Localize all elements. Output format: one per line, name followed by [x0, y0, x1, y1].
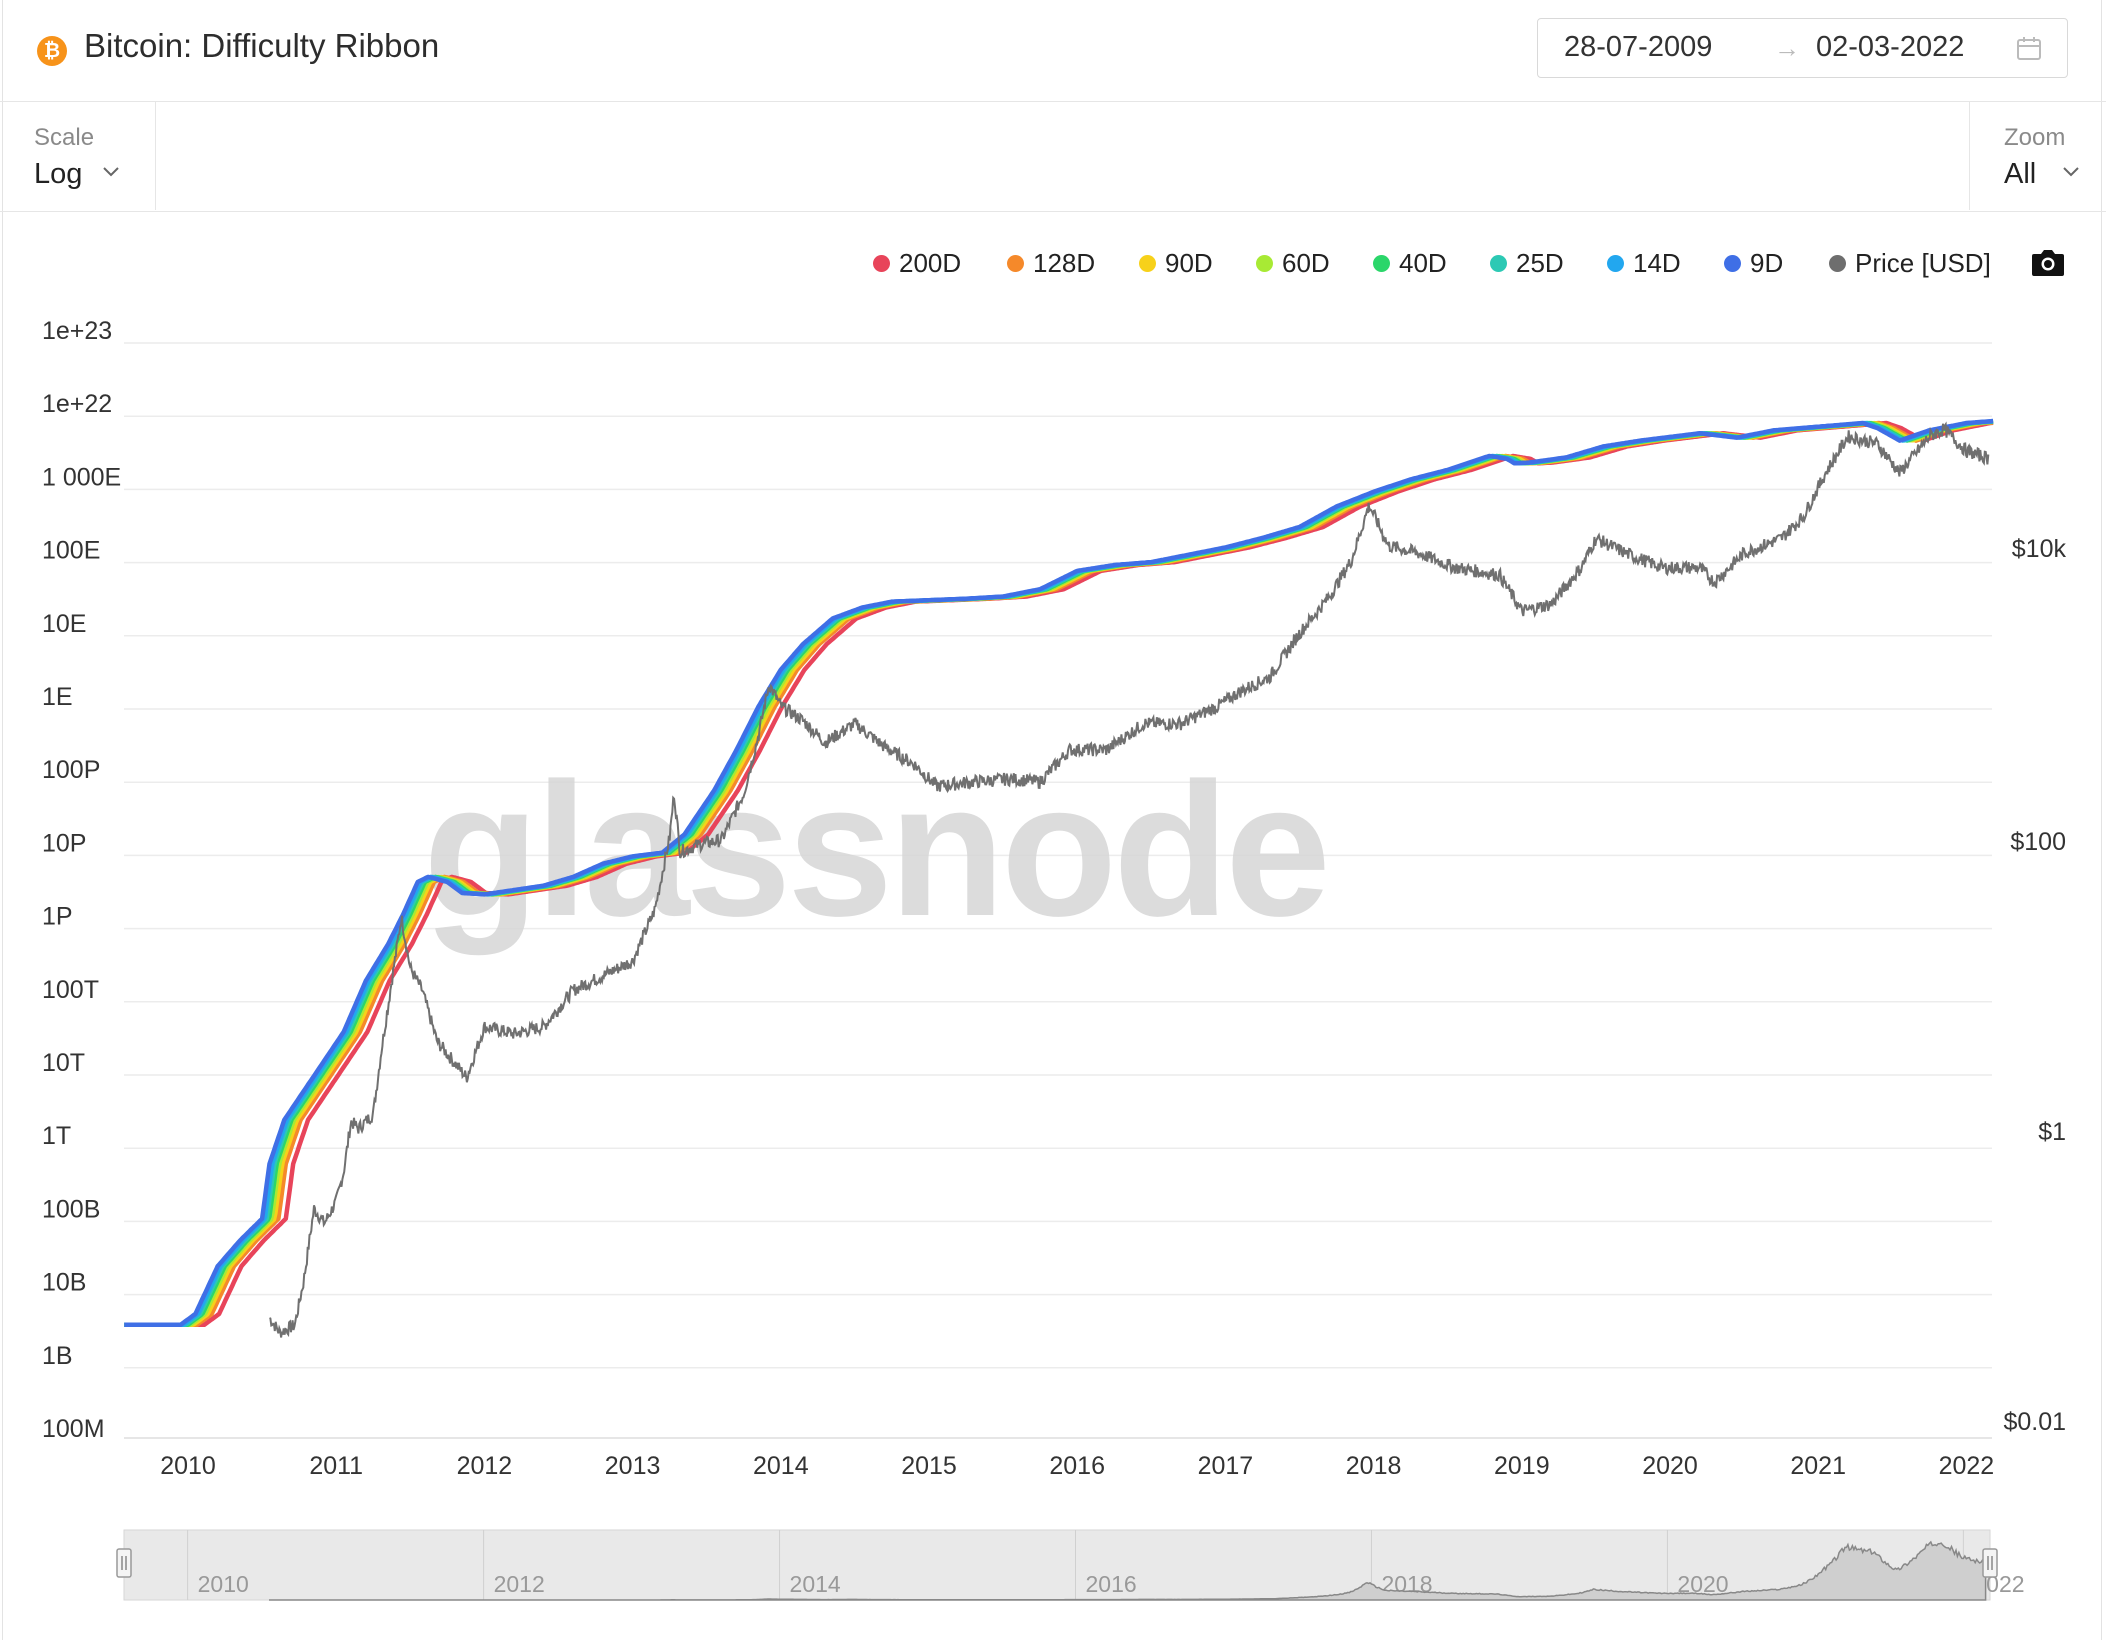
scale-value[interactable]: Log: [34, 158, 83, 190]
x-tick-label: 2013: [605, 1452, 661, 1480]
range-handle-icon[interactable]: [1982, 1548, 1998, 1578]
navigator-tick-label: 2016: [1085, 1571, 1136, 1597]
scale-label: Scale: [34, 124, 95, 151]
left-tick-label: 100E: [42, 537, 100, 565]
legend-item[interactable]: 9D: [1724, 248, 1783, 279]
navigator-tick-label: 2012: [494, 1571, 545, 1597]
x-tick-label: 2022: [1939, 1452, 1995, 1480]
left-tick-label: 1e+23: [42, 317, 112, 345]
chart-header: ₿ Bitcoin: Difficulty Ribbon 28-07-2009 …: [0, 0, 2106, 102]
x-tick-label: 2016: [1049, 1452, 1105, 1480]
legend-label: 200D: [899, 248, 962, 278]
x-tick-label: 2017: [1198, 1452, 1254, 1480]
right-tick-label: $0.01: [2003, 1408, 2066, 1436]
x-axis: 2010 2011 2012 2013 2014 2015 2016 2017 2018 2019…: [124, 1437, 1995, 1480]
chart-controls: Scale Log Zoom All: [0, 102, 2106, 212]
legend-dot-icon: [1256, 255, 1273, 272]
navigator-tick-label: 2020: [1677, 1571, 1728, 1597]
price-series: [269, 421, 1990, 1338]
legend-item[interactable]: 14D: [1607, 248, 1681, 279]
arrow-right-icon: →: [1774, 33, 1800, 63]
legend-dot-icon: [1607, 255, 1624, 272]
right-tick-label: $100: [2010, 828, 2066, 856]
legend-item[interactable]: 25D: [1490, 248, 1564, 279]
legend-label: 90D: [1165, 248, 1213, 278]
legend-dot-icon: [1139, 255, 1156, 272]
left-tick-label: 100M: [42, 1415, 105, 1443]
zoom-value[interactable]: All: [2004, 158, 2037, 190]
date-range-picker[interactable]: 28-07-2009 → 02-03-2022: [1537, 18, 2068, 78]
x-tick-label: 2018: [1346, 1452, 1402, 1480]
zoom-select[interactable]: Zoom All: [1969, 102, 2106, 210]
legend-item[interactable]: 60D: [1256, 248, 1330, 279]
range-handle-icon[interactable]: [116, 1548, 132, 1578]
left-tick-label: 100T: [42, 976, 99, 1004]
x-tick-label: 2015: [901, 1452, 957, 1480]
x-tick-label: 2011: [309, 1452, 363, 1480]
legend-item[interactable]: Price [USD]: [1829, 248, 1991, 279]
right-tick-label: $1: [2038, 1118, 2066, 1146]
left-tick-label: 10B: [42, 1269, 86, 1297]
calendar-icon[interactable]: [2016, 35, 2042, 61]
camera-icon[interactable]: [2030, 246, 2066, 278]
x-tick-label: 2014: [753, 1452, 809, 1480]
legend-label: 14D: [1633, 248, 1681, 278]
x-tick-label: 2019: [1494, 1452, 1550, 1480]
left-tick-label: 1B: [42, 1342, 73, 1370]
right-tick-label: $10k: [2012, 535, 2067, 563]
legend-label: 25D: [1516, 248, 1564, 278]
legend-label: 9D: [1750, 248, 1784, 278]
legend-dot-icon: [1007, 255, 1024, 272]
legend-dot-icon: [1490, 255, 1507, 272]
legend-label: 40D: [1399, 248, 1447, 278]
left-tick-label: 100P: [42, 756, 100, 784]
zoom-label: Zoom: [2004, 124, 2066, 151]
x-tick-label: 2010: [160, 1452, 216, 1480]
chart-title: Bitcoin: Difficulty Ribbon: [84, 27, 440, 64]
left-tick-label: 10E: [42, 610, 86, 638]
navigator-tick-label: 2010: [198, 1571, 249, 1597]
range-navigator: 2010 2012 2014 2016 2018 2020 2022: [116, 1529, 2025, 1601]
legend-item[interactable]: 128D: [1007, 248, 1095, 279]
legend-item[interactable]: 200D: [873, 248, 961, 279]
left-tick-label: 1 000E: [42, 463, 121, 491]
legend-label: Price [USD]: [1855, 248, 1991, 278]
legend-dot-icon: [873, 255, 890, 272]
ribbon-series: [123, 418, 1994, 1328]
legend-label: 128D: [1033, 248, 1096, 278]
right-axis: $10k $100 $1 $0.01: [2003, 535, 2066, 1436]
chevron-down-icon[interactable]: [2062, 166, 2080, 178]
scale-select[interactable]: Scale Log: [0, 102, 156, 210]
left-axis: 1e+23 1e+22 1 000E 100E 10E 1E 100P 10P 1P 100T 10…: [42, 317, 121, 1443]
legend-label: 60D: [1282, 248, 1330, 278]
left-tick-label: 10P: [42, 829, 86, 857]
left-tick-label: 1E: [42, 683, 73, 711]
glassnode-watermark: glassnode: [423, 744, 1327, 956]
x-tick-label: 2020: [1642, 1452, 1698, 1480]
bitcoin-icon: ₿: [37, 36, 67, 66]
ribbon-line-9D: [123, 418, 1994, 1328]
x-tick-label: 2021: [1790, 1452, 1846, 1480]
left-tick-label: 1P: [42, 903, 73, 931]
left-tick-label: 10T: [42, 1049, 85, 1077]
date-from-input[interactable]: 28-07-2009: [1564, 31, 1713, 63]
navigator-price-area: [269, 1540, 1987, 1601]
chevron-down-icon[interactable]: [102, 166, 120, 178]
legend-item[interactable]: 40D: [1373, 248, 1447, 279]
navigator-selection: [123, 1529, 1991, 1601]
left-tick-label: 100B: [42, 1195, 100, 1223]
x-tick-label: 2012: [457, 1452, 513, 1480]
legend-dot-icon: [1829, 255, 1846, 272]
chart-grid: [124, 342, 1992, 1369]
legend-item[interactable]: 90D: [1139, 248, 1213, 279]
legend-dot-icon: [1724, 255, 1741, 272]
legend-dot-icon: [1373, 255, 1390, 272]
date-to-input[interactable]: 02-03-2022: [1816, 31, 1965, 63]
navigator-tick-label: 2014: [790, 1571, 841, 1597]
left-tick-label: 1e+22: [42, 390, 112, 418]
left-tick-label: 1T: [42, 1122, 71, 1150]
